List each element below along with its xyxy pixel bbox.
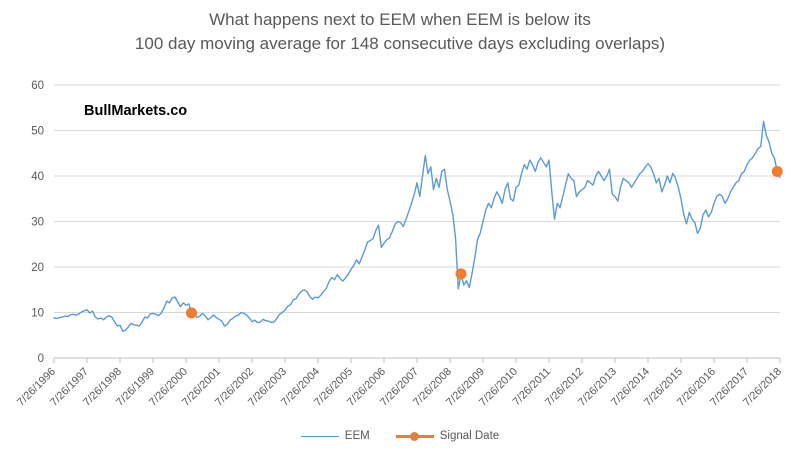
legend-item-signal-date: Signal Date bbox=[395, 430, 500, 442]
signal-date-marker bbox=[771, 165, 783, 177]
signal-date-markers bbox=[186, 165, 783, 319]
legend-label-signal-date: Signal Date bbox=[439, 430, 500, 442]
x-axis-labels: 7/26/19967/26/19977/26/19987/26/19997/26… bbox=[15, 366, 784, 409]
chart-title-line2: 100 day moving average for 148 consecuti… bbox=[134, 34, 666, 53]
signal-date-marker bbox=[455, 268, 467, 280]
chart-title: What happens next to EEM when EEM is bel… bbox=[0, 8, 800, 56]
eem-series-line bbox=[53, 120, 781, 332]
svg-text:0: 0 bbox=[38, 353, 44, 365]
legend-label-eem: EEM bbox=[344, 430, 370, 442]
x-axis bbox=[53, 357, 781, 363]
eem-chart: 0 10 20 30 40 50 60 7/26/19967/26/19977/26/1998… bbox=[15, 80, 784, 409]
svg-text:50: 50 bbox=[31, 126, 44, 138]
svg-text:40: 40 bbox=[31, 171, 44, 183]
chart-legend: EEM Signal Date bbox=[0, 430, 800, 442]
eem-line-swatch-icon bbox=[300, 435, 339, 437]
y-axis-labels: 0 10 20 30 40 50 60 bbox=[31, 80, 44, 365]
svg-text:20: 20 bbox=[31, 262, 44, 274]
signal-date-swatch-icon bbox=[395, 431, 434, 441]
legend-item-eem: EEM bbox=[300, 430, 370, 442]
svg-text:60: 60 bbox=[31, 80, 44, 92]
signal-date-marker bbox=[186, 307, 197, 319]
svg-text:10: 10 bbox=[31, 308, 44, 320]
gridlines bbox=[54, 84, 780, 313]
svg-text:30: 30 bbox=[31, 217, 44, 229]
chart-title-line1: What happens next to EEM when EEM is bel… bbox=[209, 10, 591, 29]
watermark-bullmarkets: BullMarkets.co bbox=[84, 103, 188, 119]
